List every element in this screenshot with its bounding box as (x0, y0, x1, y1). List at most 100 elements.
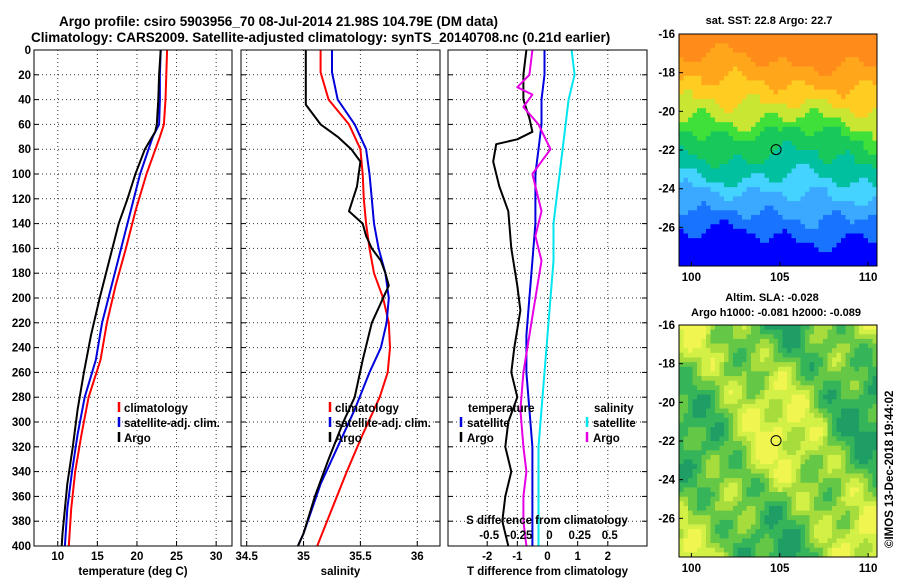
heatmap-cell (836, 515, 842, 521)
heatmap-cell (701, 252, 707, 258)
heatmap-cell (683, 177, 689, 183)
heatmap-cell (836, 389, 842, 395)
heatmap-cell (724, 47, 729, 53)
heatmap-cell (836, 524, 842, 530)
heatmap-cell (872, 238, 878, 244)
heatmap-cell (859, 233, 864, 239)
heatmap-cell (845, 75, 851, 81)
heatmap-cell (742, 177, 747, 183)
heatmap-cell (715, 238, 720, 244)
heatmap-cell (791, 380, 797, 386)
heatmap-cell (868, 501, 873, 507)
heatmap-cell (863, 126, 869, 132)
heatmap-cell (841, 529, 846, 535)
heatmap-cell (809, 140, 815, 146)
heatmap-cell (715, 34, 720, 40)
heatmap-cell (863, 459, 869, 465)
heatmap-cell (710, 543, 716, 549)
heatmap-cell (800, 261, 806, 267)
heatmap-cell (778, 108, 783, 114)
heatmap-cell (746, 94, 752, 100)
heatmap-cell (809, 348, 815, 354)
heatmap-cell (733, 385, 738, 391)
heatmap-cell (688, 468, 693, 474)
heatmap-cell (733, 233, 738, 239)
heatmap-cell (751, 325, 756, 331)
heatmap-cell (791, 445, 797, 451)
heatmap-cell (760, 187, 765, 193)
heatmap-cell (701, 454, 707, 460)
heatmap-cell (706, 529, 711, 535)
heatmap-cell (710, 427, 716, 433)
heatmap-cell (836, 201, 842, 207)
heatmap-cell (751, 441, 756, 447)
heatmap-cell (733, 445, 738, 451)
heatmap-cell (859, 348, 864, 354)
heatmap-cell (800, 389, 806, 395)
heatmap-cell (769, 510, 774, 516)
heatmap-cell (863, 505, 869, 511)
heatmap-cell (697, 43, 702, 49)
heatmap-cell (688, 529, 693, 535)
heatmap-cell (859, 380, 864, 386)
heatmap-cell (719, 34, 725, 40)
heatmap-cell (832, 242, 837, 248)
heatmap-cell (760, 343, 765, 349)
heatmap-cell (863, 385, 869, 391)
heatmap-cell (728, 348, 734, 354)
heatmap-cell (836, 173, 842, 179)
heatmap-cell (737, 85, 743, 91)
heatmap-cell (697, 126, 702, 132)
heatmap-cell (787, 547, 792, 553)
heatmap-cell (719, 325, 725, 331)
heatmap-cell (706, 473, 711, 479)
heatmap-cell (697, 242, 702, 248)
heatmap-cell (827, 519, 833, 525)
heatmap-cell (737, 233, 743, 239)
heatmap-cell (868, 61, 873, 67)
heatmap-cell (823, 515, 828, 521)
heatmap-cell (760, 177, 765, 183)
y-tick-label: 400 (12, 541, 31, 553)
heatmap-cell (850, 150, 855, 156)
heatmap-cell (863, 214, 869, 220)
heatmap-cell (827, 131, 833, 137)
profile-panel-difference: -2 -1 0 1 2T difference from climatologytemp… (447, 49, 648, 578)
heatmap-cell (742, 343, 747, 349)
heatmap-cell (778, 515, 783, 521)
heatmap-cell (764, 85, 770, 91)
heatmap-cell (841, 325, 846, 331)
heatmap-cell (733, 34, 738, 40)
heatmap-cell (854, 85, 860, 91)
heatmap-cell (868, 334, 873, 340)
heatmap-cell (845, 352, 851, 358)
heatmap-cell (850, 108, 855, 114)
heatmap-cell (836, 468, 842, 474)
heatmap-cell (854, 52, 860, 58)
heatmap-cell (850, 547, 855, 553)
heatmap-cell (719, 357, 725, 363)
heatmap-cell (791, 519, 797, 525)
heatmap-cell (823, 510, 828, 516)
heatmap-cell (679, 191, 684, 197)
heatmap-cell (701, 385, 707, 391)
heatmap-cell (679, 468, 684, 474)
heatmap-cell (809, 238, 815, 244)
heatmap-cell (850, 34, 855, 40)
heatmap-cell (755, 256, 761, 262)
heatmap-cell (859, 126, 864, 132)
heatmap-cell (692, 385, 698, 391)
heatmap-cell (742, 417, 747, 423)
heatmap-cell (850, 247, 855, 253)
heatmap-cell (692, 510, 698, 516)
heatmap-cell (701, 191, 707, 197)
heatmap-cell (805, 529, 810, 535)
heatmap-cell (836, 343, 842, 349)
heatmap-cell (683, 34, 689, 40)
heatmap-cell (787, 478, 792, 484)
heatmap-cell (728, 413, 734, 419)
heatmap-cell (742, 380, 747, 386)
heatmap-cell (724, 445, 729, 451)
heatmap-cell (805, 252, 810, 258)
heatmap-cell (728, 66, 734, 72)
